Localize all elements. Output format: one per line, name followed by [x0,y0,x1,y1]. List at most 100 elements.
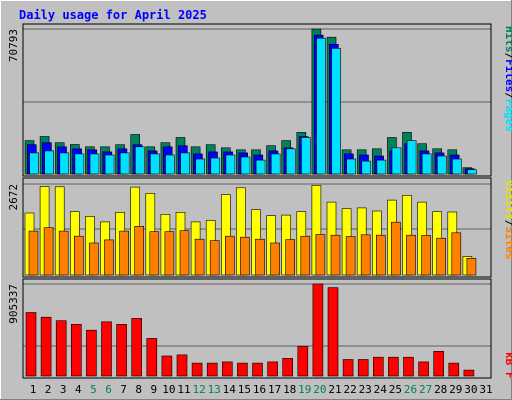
bar-pages-day-28 [436,155,447,175]
bar-sites-day-19 [300,235,311,276]
bar-kbytes-day-6 [101,321,112,377]
bar-sites-day-6 [104,239,114,276]
x-tick-label-day-17: 17 [268,383,281,396]
x-tick-label-day-22: 22 [343,383,356,396]
chart-bars [24,28,477,377]
bar-sites-day-4 [74,235,84,276]
bar-kbytes-day-7 [116,323,127,377]
chart-panels [22,23,492,379]
bar-sites-day-12 [194,238,205,276]
bar-sites-day-25 [391,221,401,276]
x-tick-label-day-6: 6 [105,383,112,396]
bar-pages-day-14 [225,154,236,175]
x-tick-label-day-12: 12 [192,383,205,396]
x-tick-label-day-29: 29 [449,383,462,396]
chart-title: Daily usage for April 2025 [19,8,207,22]
bar-kbytes-day-13 [206,362,218,377]
x-tick-label-day-21: 21 [328,383,341,396]
bar-kbytes-day-18 [282,357,294,377]
x-tick-label-day-14: 14 [223,383,237,396]
bar-pages-day-20 [316,37,326,175]
x-tick-label-day-27: 27 [419,383,432,396]
bar-sites-day-15 [240,236,250,276]
bar-kbytes-day-1 [25,312,37,377]
legend-visits: Visits [503,180,512,220]
bar-kbytes-day-4 [71,323,82,377]
bar-kbytes-day-10 [161,355,173,377]
x-tick-label-day-19: 19 [298,383,311,396]
bar-pages-day-8 [135,146,145,175]
x-axis-tick-labels: 1 2 3 4 5 6 7 8 9 10 11 12 13 14 15 16 17 18 19 20 21 22 23 24 2… [30,383,493,396]
bar-kbytes-day-21 [327,287,339,377]
bar-kbytes-day-27 [418,361,429,377]
bar-kbytes-day-11 [176,354,188,377]
bar-kbytes-day-29 [448,362,460,377]
bar-pages-day-4 [74,153,85,175]
bar-kbytes-day-3 [55,320,67,377]
bar-sites-day-16 [255,238,265,276]
bar-sites-day-24 [375,234,386,276]
x-tick-label-day-4: 4 [75,383,82,396]
bar-sites-day-28 [436,237,447,276]
bar-pages-day-6 [104,154,115,175]
bar-pages-day-25 [391,147,402,175]
x-tick-label-day-9: 9 [150,383,157,396]
legend-files: Files [503,59,512,92]
x-tick-label-day-3: 3 [60,383,67,396]
x-tick-label-day-24: 24 [374,383,388,396]
bar-pages-day-24 [376,159,387,175]
legend-kbytes: kB F [503,352,512,379]
bar-pages-day-15 [240,156,251,175]
bar-pages-day-5 [89,153,100,175]
bar-sites-day-29 [451,232,462,276]
bar-pages-day-7 [119,152,130,175]
bar-kbytes-day-8 [131,318,142,377]
bar-pages-day-11 [180,152,190,175]
x-tick-label-day-13: 13 [208,383,221,396]
bar-kbytes-day-22 [342,359,354,377]
bar-sites-day-17 [270,242,280,276]
x-tick-label-day-20: 20 [313,383,326,396]
x-tick-label-day-26: 26 [404,383,417,396]
bar-sites-day-1 [28,230,39,276]
bar-kbytes-day-2 [40,316,52,377]
bar-pages-day-23 [361,160,372,175]
x-tick-label-day-5: 5 [90,383,97,396]
bar-kbytes-day-26 [403,356,414,377]
bar-pages-day-3 [59,152,70,175]
bar-sites-day-20 [315,234,326,276]
x-tick-label-day-10: 10 [162,383,175,396]
bar-sites-day-9 [149,231,160,276]
bar-sites-day-14 [225,235,235,276]
bar-sites-day-7 [119,230,129,276]
bar-sites-day-23 [360,234,371,276]
y-max-label-panel-2: 2672 [7,184,20,211]
bar-pages-day-17 [270,153,281,175]
legend-hits-files-pages: Hits/Files/Pages [503,26,512,132]
bar-sites-day-3 [58,230,69,276]
x-tick-label-day-18: 18 [283,383,296,396]
bar-kbytes-day-14 [222,361,233,377]
bar-sites-day-2 [43,227,54,276]
bar-sites-day-30 [466,257,477,276]
legend-hits: Hits [503,26,512,53]
bar-kbytes-day-19 [297,346,309,377]
x-tick-label-day-7: 7 [120,383,127,396]
bar-pages-day-27 [421,153,432,175]
bar-sites-day-13 [209,240,220,276]
bar-kbytes-day-12 [191,362,203,377]
x-tick-label-day-23: 23 [359,383,372,396]
bar-pages-day-10 [165,154,175,175]
bar-sites-day-27 [421,235,431,276]
x-tick-label-day-16: 16 [253,383,266,396]
bar-kbytes-day-28 [433,350,445,377]
legend-sites: Sites [503,226,512,259]
bar-pages-day-2 [44,150,55,175]
y-max-label-panel-3: 905337 [7,284,20,324]
x-tick-label-day-11: 11 [177,383,190,396]
x-tick-label-day-28: 28 [434,383,447,396]
bar-kbytes-day-9 [146,338,158,377]
bar-pages-day-26 [406,140,417,175]
bar-pages-day-30 [467,169,477,175]
bar-kbytes-day-5 [86,329,97,377]
